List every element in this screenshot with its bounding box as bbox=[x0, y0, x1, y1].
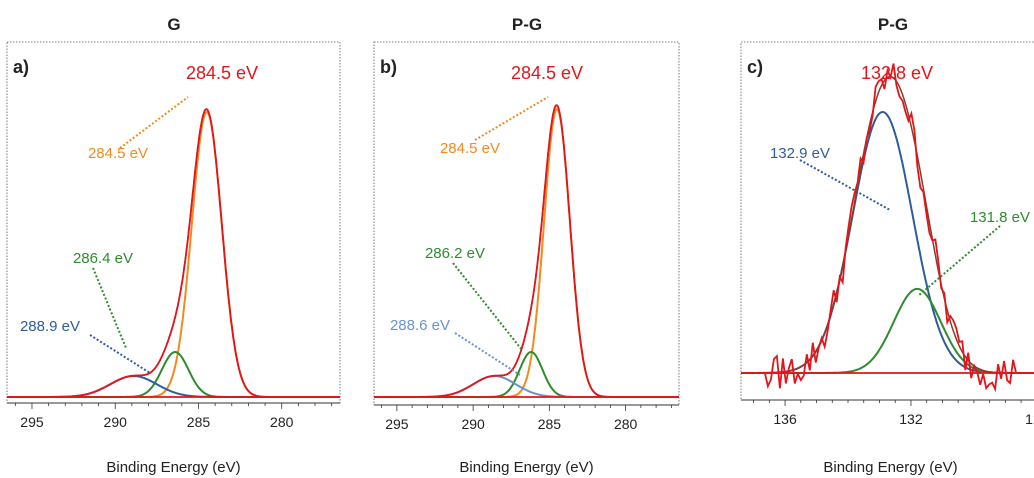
panel-b-leader bbox=[452, 262, 523, 351]
panel-a-component-288.9 bbox=[7, 375, 340, 398]
panel-b-frame bbox=[373, 41, 680, 406]
panel-c-annotation: 131.8 eV bbox=[970, 209, 1030, 226]
panel-a-envelope bbox=[7, 108, 340, 398]
panel-b-label: b) bbox=[380, 57, 397, 77]
panel-b-leader bbox=[454, 332, 521, 376]
panel-b-title: P-G bbox=[512, 15, 542, 34]
panel-b-annotation: 288.6 eV bbox=[390, 317, 450, 334]
panel-a-label: a) bbox=[13, 57, 29, 77]
panel-c-title: P-G bbox=[878, 15, 908, 34]
panel-b-tick-label: 280 bbox=[614, 416, 638, 432]
panel-c-peak-label: 132.8 eV bbox=[861, 63, 933, 83]
panel-b-annotation: 286.2 eV bbox=[425, 245, 485, 262]
panel-a-frame bbox=[6, 41, 341, 404]
panel-b-envelope bbox=[374, 104, 679, 398]
panel-a-measured bbox=[7, 108, 340, 398]
panel-c-tick-label: 136 bbox=[773, 411, 797, 427]
panel-c-leader bbox=[917, 225, 1001, 297]
panel-b-annotation: 284.5 eV bbox=[440, 140, 500, 157]
panel-a-tick-label: 285 bbox=[187, 414, 211, 430]
panel-c-measured bbox=[741, 63, 1034, 393]
panel-c-tick-label: 132 bbox=[899, 411, 923, 427]
panel-c-label: c) bbox=[747, 57, 763, 77]
panel-a-annotation: 288.9 eV bbox=[20, 318, 80, 335]
panel-b-tick-label: 295 bbox=[385, 416, 409, 432]
panel-a-component-284.5 bbox=[7, 110, 340, 398]
panel-b-peak-label: 284.5 eV bbox=[511, 63, 583, 83]
panel-c-annotation: 132.9 eV bbox=[770, 145, 830, 162]
panel-a-leader bbox=[92, 267, 127, 349]
panel-a-title: G bbox=[167, 15, 180, 34]
panel-a-leader bbox=[119, 96, 189, 149]
panel-a-annotation: 286.4 eV bbox=[73, 250, 133, 267]
panel-c-leader bbox=[799, 159, 891, 211]
panel-c-tick-label: 128 bbox=[1025, 411, 1034, 427]
panel-b-measured bbox=[374, 104, 679, 398]
panel-b-leader bbox=[474, 96, 549, 141]
panel-a-xlabel: Binding Energy (eV) bbox=[106, 459, 240, 476]
panel-a-annotation: 284.5 eV bbox=[88, 145, 148, 162]
panel-a-peak-label: 284.5 eV bbox=[186, 63, 258, 83]
panel-a-tick-label: 290 bbox=[104, 414, 128, 430]
panel-c-xlabel: Binding Energy (eV) bbox=[823, 459, 957, 476]
panel-b-tick-label: 285 bbox=[538, 416, 562, 432]
panel-b-xlabel: Binding Energy (eV) bbox=[459, 459, 593, 476]
panel-c-frame bbox=[740, 41, 1034, 401]
panel-a-tick-label: 280 bbox=[270, 414, 294, 430]
panel-a-leader bbox=[89, 334, 151, 374]
panel-c-component-131.8 bbox=[741, 287, 1034, 374]
panel-b-tick-label: 290 bbox=[461, 416, 485, 432]
panel-a-tick-label: 295 bbox=[20, 414, 44, 430]
